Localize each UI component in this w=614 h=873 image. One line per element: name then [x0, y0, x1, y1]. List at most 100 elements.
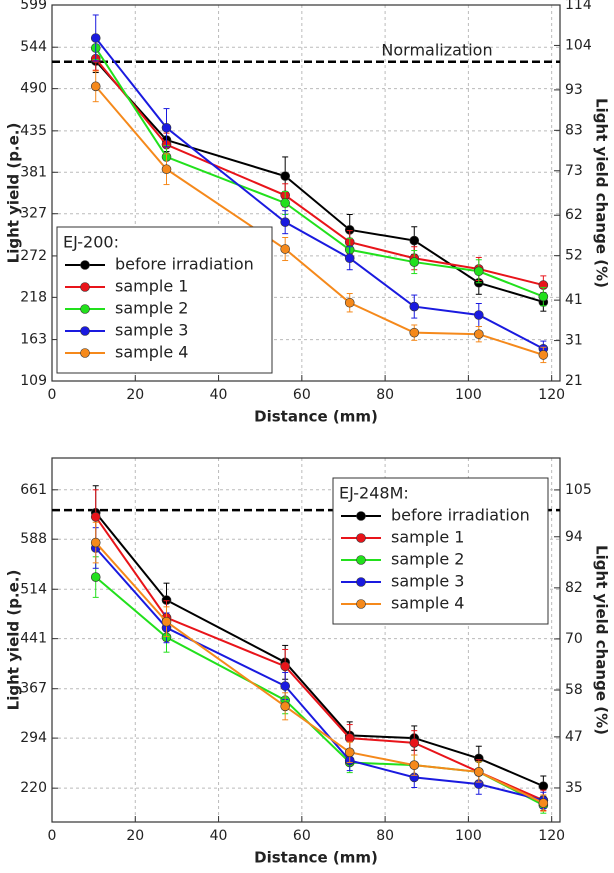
x-tick-label: 0	[48, 387, 57, 403]
y-tick-label: 441	[20, 631, 47, 647]
data-point	[538, 798, 549, 808]
x-tick-label: 20	[126, 828, 144, 844]
plot-frame	[51, 4, 561, 382]
legend-marker	[80, 304, 90, 314]
legend-label: before irradiation	[391, 506, 530, 525]
y2-tick-label: 62	[565, 207, 583, 223]
legend-marker	[356, 511, 366, 521]
legend-label: sample 2	[391, 550, 464, 569]
plot-frame	[51, 457, 561, 823]
legend-label: sample 3	[391, 572, 464, 591]
data-point	[90, 33, 101, 43]
y-axis-label: Light yield (p.e.)	[5, 570, 23, 711]
data-point	[280, 681, 290, 691]
legend-title: EJ-248M:	[339, 484, 409, 503]
x-tick-label: 120	[538, 828, 565, 844]
x-tick-label: 120	[538, 387, 565, 403]
y-tick-label: 109	[20, 373, 47, 389]
legend-marker	[356, 599, 366, 609]
x-axis-label: Distance (mm)	[254, 408, 378, 426]
legend-marker	[80, 348, 90, 358]
y2-tick-label: 83	[565, 122, 583, 138]
y-tick-label: 367	[20, 681, 47, 697]
data-point	[538, 350, 549, 360]
y-tick-label: 272	[20, 248, 47, 264]
legend-marker	[80, 326, 90, 336]
legend-box	[332, 477, 549, 625]
legend-label: sample 3	[115, 321, 188, 340]
y2-tick-label: 114	[565, 0, 592, 13]
data-point	[280, 701, 290, 712]
data-point	[344, 733, 355, 743]
data-point	[161, 164, 172, 175]
y-tick-label: 218	[20, 289, 47, 305]
y-tick-label: 163	[20, 332, 47, 348]
data-point	[409, 235, 420, 246]
data-point	[409, 301, 420, 312]
data-point	[409, 760, 420, 770]
y2-tick-label: 21	[565, 373, 583, 389]
y2-tick-label: 52	[565, 248, 583, 264]
data-point	[280, 217, 290, 227]
data-point	[280, 661, 290, 672]
normalization-label: Normalization	[381, 40, 492, 59]
legend-label: sample 1	[391, 528, 464, 547]
x-tick-label: 40	[210, 828, 228, 844]
legend-marker	[356, 577, 366, 587]
legend-box	[56, 226, 273, 374]
x-axis-label: Distance (mm)	[254, 849, 378, 867]
data-point	[474, 310, 484, 320]
y2-tick-label: 105	[565, 482, 592, 498]
y-tick-label: 661	[20, 482, 47, 498]
y2-axis-label: Light yield change (%)	[593, 545, 611, 735]
y-tick-label: 490	[20, 81, 47, 97]
y-tick-label: 220	[20, 780, 47, 796]
legend-marker	[356, 533, 366, 543]
y2-tick-label: 94	[565, 529, 583, 545]
legend-label: before irradiation	[115, 255, 254, 274]
y-tick-label: 294	[20, 730, 47, 746]
data-point	[161, 616, 172, 627]
data-point	[474, 329, 484, 339]
x-tick-label: 0	[48, 828, 57, 844]
data-point	[344, 253, 355, 264]
data-point	[409, 327, 420, 338]
data-point	[344, 297, 355, 308]
y-tick-label: 544	[20, 39, 47, 55]
data-point	[90, 572, 101, 582]
y2-tick-label: 82	[565, 580, 583, 596]
y2-tick-label: 35	[565, 780, 583, 796]
legend-marker	[80, 282, 90, 292]
legend-label: sample 4	[391, 594, 464, 613]
x-tick-label: 100	[455, 387, 482, 403]
x-tick-label: 60	[293, 387, 311, 403]
x-tick-label: 20	[126, 387, 144, 403]
y-tick-label: 327	[20, 206, 47, 222]
y2-tick-label: 73	[565, 163, 583, 179]
y-tick-label: 599	[20, 0, 47, 13]
legend-label: sample 1	[115, 277, 188, 296]
y2-tick-label: 47	[565, 729, 583, 745]
x-tick-label: 80	[376, 387, 394, 403]
x-tick-label: 100	[455, 828, 482, 844]
y-tick-label: 381	[20, 164, 47, 180]
legend-label: sample 2	[115, 299, 188, 318]
data-point	[161, 122, 172, 133]
x-tick-label: 80	[376, 828, 394, 844]
y2-axis-label: Light yield change (%)	[593, 98, 611, 288]
data-point	[344, 747, 355, 758]
data-point	[474, 266, 484, 277]
data-point	[409, 257, 420, 267]
data-point	[409, 738, 420, 748]
y2-tick-label: 70	[565, 631, 583, 647]
y2-tick-label: 31	[565, 333, 583, 349]
legend-title: EJ-200:	[63, 233, 119, 252]
data-point	[538, 291, 549, 302]
data-point	[90, 81, 101, 92]
y-tick-label: 588	[20, 531, 47, 547]
y2-tick-label: 58	[565, 682, 583, 698]
y2-tick-label: 104	[565, 37, 592, 53]
data-point	[474, 767, 484, 777]
data-point	[90, 537, 101, 548]
